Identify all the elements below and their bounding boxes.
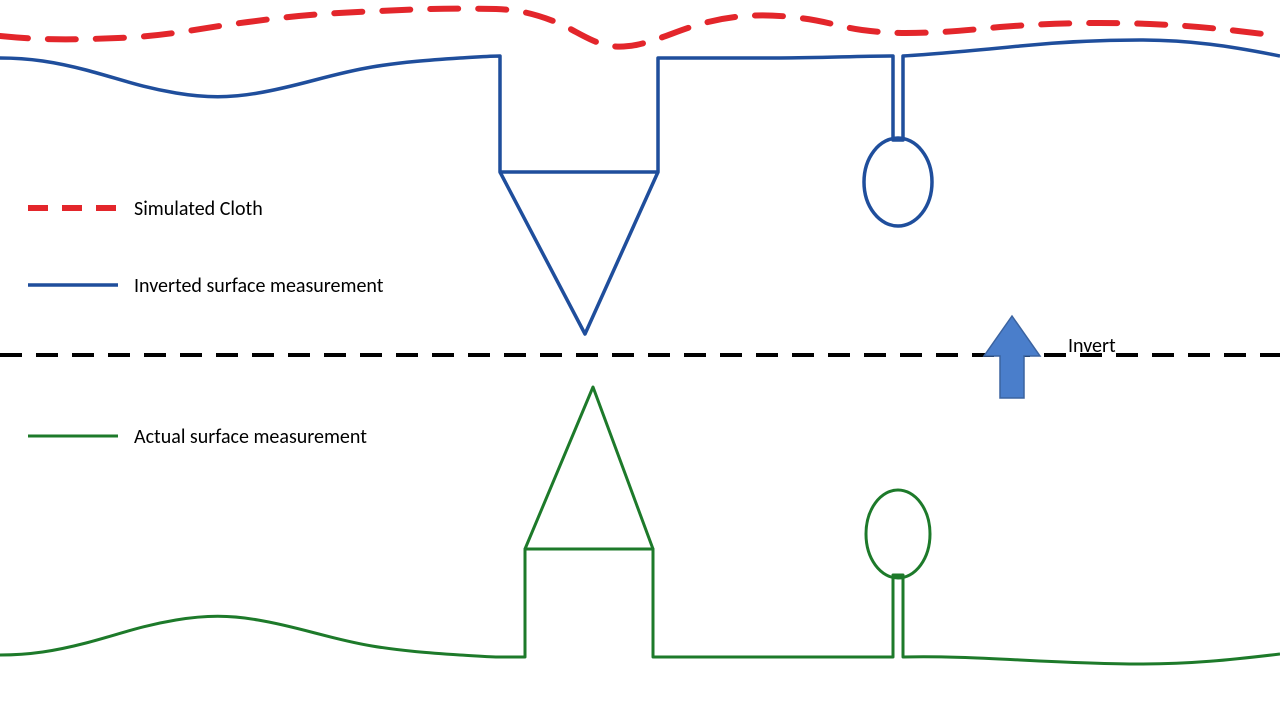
actual-surface-line	[0, 549, 1280, 664]
cloth-filter-diagram	[0, 0, 1280, 720]
inverted-house-apex	[500, 172, 658, 334]
legend-label-cloth: Simulated Cloth	[134, 197, 263, 221]
legend-label-actual: Actual surface measurement	[134, 425, 367, 449]
legend-label-inverted: Inverted surface measurement	[134, 274, 383, 298]
inverted-surface-line	[0, 40, 1280, 172]
actual-tree-crown	[866, 490, 930, 578]
actual-house-apex	[525, 387, 653, 549]
invert-label: Invert	[1068, 334, 1116, 358]
inverted-tree-crown	[864, 138, 932, 226]
